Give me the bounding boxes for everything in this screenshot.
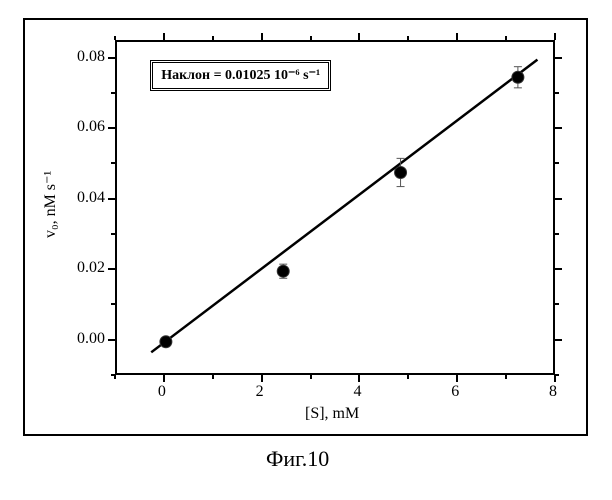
slope-info-box: Наклон = 0.01025 10⁻⁶ s⁻¹ bbox=[150, 60, 331, 91]
x-minor-tick bbox=[310, 36, 312, 40]
x-tick bbox=[261, 375, 263, 382]
x-minor-tick bbox=[114, 36, 116, 40]
x-minor-tick bbox=[505, 36, 507, 40]
y-tick bbox=[108, 198, 115, 200]
x-tick-label: 6 bbox=[451, 383, 459, 401]
x-tick-label: 4 bbox=[353, 383, 361, 401]
y-tick-label: 0.04 bbox=[77, 189, 105, 207]
y-minor-tick bbox=[111, 303, 115, 305]
y-minor-tick bbox=[555, 303, 559, 305]
x-minor-tick bbox=[310, 375, 312, 379]
y-tick bbox=[555, 339, 562, 341]
x-tick-label: 0 bbox=[158, 383, 166, 401]
x-tick-label: 2 bbox=[256, 383, 264, 401]
x-axis-label: [S], mM bbox=[305, 405, 359, 423]
y-tick bbox=[555, 57, 562, 59]
y-tick bbox=[555, 127, 562, 129]
data-point bbox=[512, 71, 524, 83]
x-minor-tick bbox=[212, 375, 214, 379]
x-minor-tick bbox=[407, 375, 409, 379]
data-point bbox=[395, 166, 407, 178]
x-tick bbox=[163, 375, 165, 382]
y-minor-tick bbox=[111, 162, 115, 164]
y-minor-tick bbox=[555, 92, 559, 94]
y-tick bbox=[108, 57, 115, 59]
y-tick-label: 0.06 bbox=[77, 118, 105, 136]
x-tick-label: 8 bbox=[549, 383, 557, 401]
y-minor-tick bbox=[111, 233, 115, 235]
y-minor-tick bbox=[555, 233, 559, 235]
x-minor-tick bbox=[407, 36, 409, 40]
x-tick bbox=[554, 33, 556, 40]
x-tick bbox=[261, 33, 263, 40]
y-minor-tick bbox=[555, 162, 559, 164]
y-minor-tick bbox=[111, 92, 115, 94]
data-point bbox=[160, 336, 172, 348]
y-tick-label: 0.02 bbox=[77, 259, 105, 277]
y-axis-label: v₀, nM s⁻¹ bbox=[40, 170, 60, 237]
data-point bbox=[277, 265, 289, 277]
x-tick bbox=[456, 33, 458, 40]
y-tick-label: 0.08 bbox=[77, 48, 105, 66]
y-tick bbox=[555, 268, 562, 270]
x-tick bbox=[358, 375, 360, 382]
x-tick bbox=[358, 33, 360, 40]
y-tick bbox=[108, 127, 115, 129]
x-minor-tick bbox=[212, 36, 214, 40]
plot-svg bbox=[117, 42, 557, 377]
figure-caption: Фиг.10 bbox=[266, 446, 329, 472]
x-minor-tick bbox=[505, 375, 507, 379]
x-tick bbox=[554, 375, 556, 382]
y-tick bbox=[108, 339, 115, 341]
y-minor-tick bbox=[111, 374, 115, 376]
y-tick bbox=[108, 268, 115, 270]
x-tick bbox=[456, 375, 458, 382]
y-minor-tick bbox=[555, 374, 559, 376]
trend-line bbox=[151, 60, 537, 353]
slope-text: Наклон = 0.01025 10⁻⁶ s⁻¹ bbox=[161, 68, 320, 83]
y-tick-label: 0.00 bbox=[77, 330, 105, 348]
chart-container: Наклон = 0.01025 10⁻⁶ s⁻¹ [S], mM v₀, nM… bbox=[0, 0, 612, 500]
y-tick bbox=[555, 198, 562, 200]
x-tick bbox=[163, 33, 165, 40]
